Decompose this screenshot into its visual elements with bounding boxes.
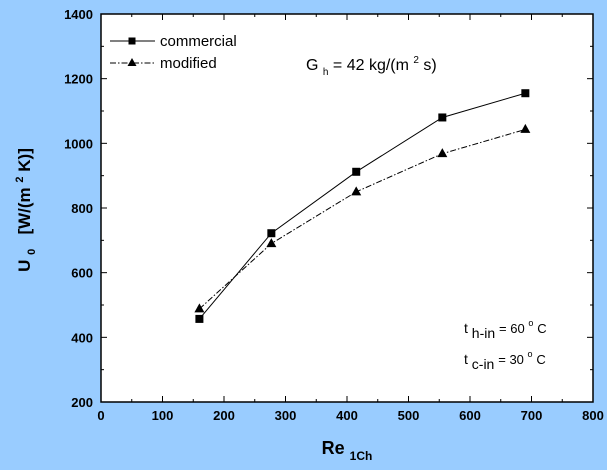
annotation-cold-inlet-degree: o [528,349,533,359]
series-layer [194,89,531,323]
y-tick-label: 1400 [64,7,93,22]
y-axis-title-symbol: U [15,260,34,272]
annotation-mass-flux-symbol: G [306,57,318,74]
x-tick-label: 700 [521,408,543,423]
y-tick-label: 800 [71,201,93,216]
y-axis-title-unit-end: K)] [15,148,34,172]
y-axis-title: U 0 [W/(m 2 K)] [8,148,39,272]
annotation-mass-flux-unit-end: s) [423,57,436,74]
annotation-hot-inlet-subscript: h-in [472,325,495,341]
y-tick-label: 200 [71,395,93,410]
y-axis-title-unit-start: [W/(m [15,187,34,244]
legend: commercial modified [110,33,237,72]
x-tick-label: 300 [275,408,297,423]
data-point-commercial [195,314,204,323]
data-point-commercial [521,89,530,98]
legend-label-modified: modified [160,55,217,72]
annotation-hot-inlet-symbol: t [464,320,468,336]
axis-ticks: 0 100 200 300 400 500 600 700 800 200 400 600 800 100… [64,7,604,423]
annotation-mass-flux: G h = 42 kg/(m 2 s) [306,50,437,79]
x-tick-label: 0 [97,408,104,423]
x-tick-label: 600 [459,408,481,423]
annotation-mass-flux-subscript: h [323,67,329,78]
legend-marker-commercial [128,37,136,45]
annotation-cold-inlet-value: = 30 [498,352,527,367]
x-tick-label: 500 [398,408,420,423]
data-point-modified [266,238,277,248]
annotation-mass-flux-value: = 42 kg/(m [333,57,409,74]
annotation-cold-inlet-unit: C [536,352,545,367]
x-axis-title: Re 1Ch [322,438,373,463]
y-tick-label: 1200 [64,72,93,87]
annotation-cold-inlet-temp: t c-in = 30 o C [464,344,546,372]
y-tick-label: 1000 [64,136,93,151]
y-tick-label: 400 [71,330,93,345]
x-tick-label: 100 [152,408,174,423]
data-point-modified [194,303,205,313]
x-tick-label: 800 [582,408,604,423]
data-point-modified [520,123,531,133]
annotation-hot-inlet-unit: C [537,321,546,336]
x-axis-title-subscript: 1Ch [350,449,373,463]
data-point-commercial [438,113,447,122]
annotation-hot-inlet-value: = 60 [499,321,528,336]
annotation-mass-flux-superscript: 2 [413,55,419,66]
data-point-modified [351,186,362,196]
legend-marker-modified [127,58,137,66]
plot-area [100,13,594,403]
annotation-cold-inlet-subscript: c-in [472,356,495,372]
annotation-cold-inlet-symbol: t [464,351,468,367]
annotation-hot-inlet-degree: o [528,318,533,328]
y-axis-title-subscript: 0 [26,249,38,255]
data-point-commercial [267,229,276,238]
x-axis-title-main: Re [322,438,345,458]
legend-label-commercial: commercial [160,33,237,50]
x-tick-label: 200 [213,408,235,423]
data-point-commercial [352,167,361,176]
annotation-hot-inlet-temp: t h-in = 60 o C [464,313,547,341]
data-point-modified [437,148,448,158]
y-tick-label: 600 [71,266,93,281]
y-axis-title-superscript: 2 [14,176,26,182]
x-tick-label: 400 [336,408,358,423]
